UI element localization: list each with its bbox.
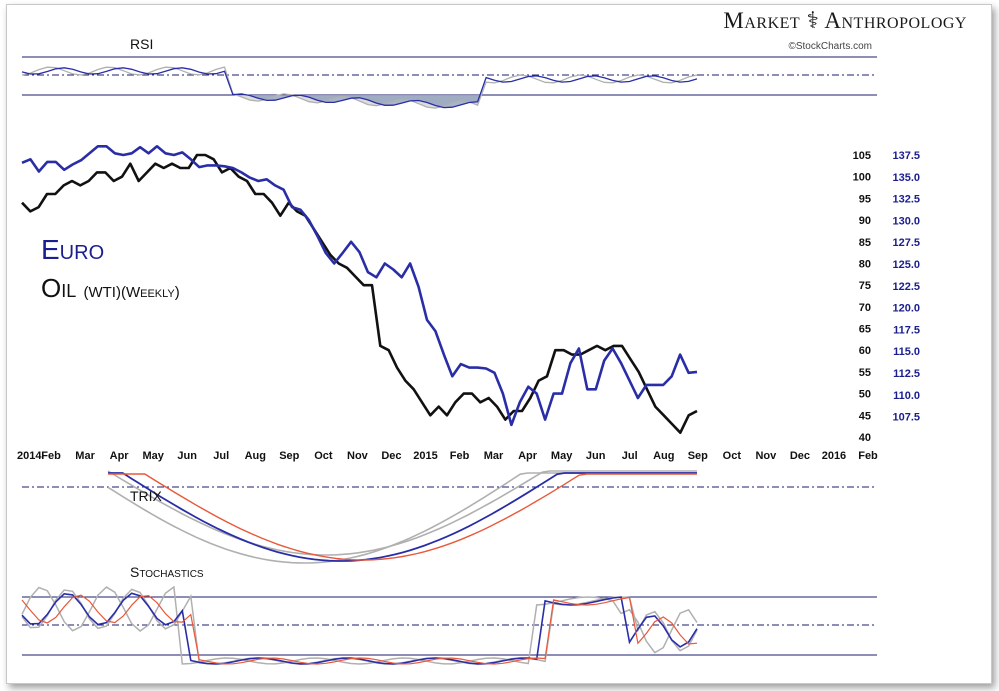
left-axis-tick: 70 (859, 302, 871, 314)
chart-frame (6, 4, 992, 684)
brand-title: Market ⚕ Anthropology (723, 8, 967, 33)
x-axis-tick: Feb (41, 450, 61, 462)
stoch-signal-line (21, 594, 698, 665)
rsi-euro-line (21, 67, 698, 109)
trix-euro-line (108, 472, 697, 562)
x-axis-tick: Sep (688, 450, 708, 462)
rsi-oil-line (21, 66, 698, 109)
trix-title: TRIX (130, 488, 162, 504)
right-axis-tick: 115.0 (893, 346, 920, 358)
right-axis-tick: 122.5 (892, 281, 920, 293)
stockcharts-credit: ©StockCharts.com (788, 41, 872, 52)
x-axis-tick: Apr (110, 450, 130, 462)
x-axis-tick: May (551, 450, 573, 462)
right-axis-tick: 135.0 (892, 172, 920, 184)
left-axis-tick: 45 (859, 410, 871, 422)
right-axis-tick: 125.0 (892, 259, 920, 271)
x-axis-tick: 2015 (413, 450, 437, 462)
oil-series-suffix: (WTI)(Weekly) (83, 284, 180, 301)
left-axis-tick: 60 (859, 345, 871, 357)
x-axis-tick: Apr (518, 450, 538, 462)
euro-line (21, 145, 698, 427)
x-axis-tick: 2014 (17, 450, 42, 462)
right-axis-tick: 120.0 (892, 303, 920, 315)
oil-line (21, 153, 698, 434)
x-axis-tick: Jun (586, 450, 606, 462)
rsi-title: RSI (130, 36, 154, 52)
stoch-gray-line-1 (21, 585, 698, 665)
left-axis-tick: 80 (859, 258, 871, 270)
x-axis-tick: Mar (484, 450, 504, 462)
x-axis-tick: May (142, 450, 164, 462)
left-axis-tick: 95 (859, 193, 871, 205)
right-axis-tick: 137.5 (892, 150, 920, 162)
x-axis-tick: Dec (381, 450, 401, 462)
x-axis-tick: Sep (279, 450, 299, 462)
right-axis-tick: 117.5 (893, 324, 920, 336)
left-axis-tick: 90 (859, 215, 871, 227)
right-axis-tick: 130.0 (892, 215, 920, 227)
oil-series-label: Oil (WTI)(Weekly) (41, 273, 180, 303)
rsi-gray-shade (22, 95, 697, 109)
right-axis-tick: 132.5 (892, 194, 920, 206)
x-axis-tick: Nov (347, 450, 369, 462)
trix-signal-line (108, 473, 697, 561)
right-axis-tick: 107.5 (892, 412, 920, 424)
right-axis-tick: 110.0 (893, 390, 920, 402)
left-axis-tick: 75 (859, 280, 871, 292)
x-axis-tick: Oct (314, 450, 333, 462)
left-axis-tick: 85 (859, 237, 871, 249)
x-axis-tick: Feb (858, 450, 878, 462)
right-axis-tick: 112.5 (893, 368, 920, 380)
x-axis-tick: Feb (450, 450, 470, 462)
x-axis-tick: Aug (245, 450, 266, 462)
rsi-panel (21, 56, 877, 109)
x-axis-tick: Jul (213, 450, 229, 462)
x-axis-tick: Mar (75, 450, 95, 462)
left-axis-tick: 100 (853, 172, 871, 184)
x-axis-tick: Aug (653, 450, 674, 462)
left-axis-tick: 55 (859, 367, 871, 379)
stochastics-title: Stochastics (130, 564, 204, 580)
stoch-euro-line (21, 592, 698, 665)
trix-gray-line-2 (107, 470, 697, 556)
right-axis-tick: 127.5 (892, 237, 920, 249)
left-axis-tick: 105 (853, 150, 871, 162)
x-axis-tick: Jun (177, 450, 197, 462)
trix-panel (22, 470, 877, 564)
x-axis-tick: 2016 (822, 450, 846, 462)
main-price-panel: 105 100 95 90 85 80 75 70 65 60 55 50 45 40 137.5 135.0… (21, 145, 920, 444)
left-axis-tick: 65 (859, 324, 871, 336)
x-axis-tick: Jul (622, 450, 638, 462)
left-axis-tick: 40 (859, 432, 871, 444)
x-axis: 2014 Feb Mar Apr May Jun Jul Aug Sep Oct Nov Dec 201… (17, 450, 878, 462)
euro-series-label: Euro (41, 234, 105, 265)
x-axis-tick: Dec (790, 450, 810, 462)
stochastics-panel (21, 585, 877, 665)
x-axis-tick: Nov (755, 450, 777, 462)
x-axis-tick: Oct (723, 450, 742, 462)
left-axis-tick: 50 (859, 389, 871, 401)
